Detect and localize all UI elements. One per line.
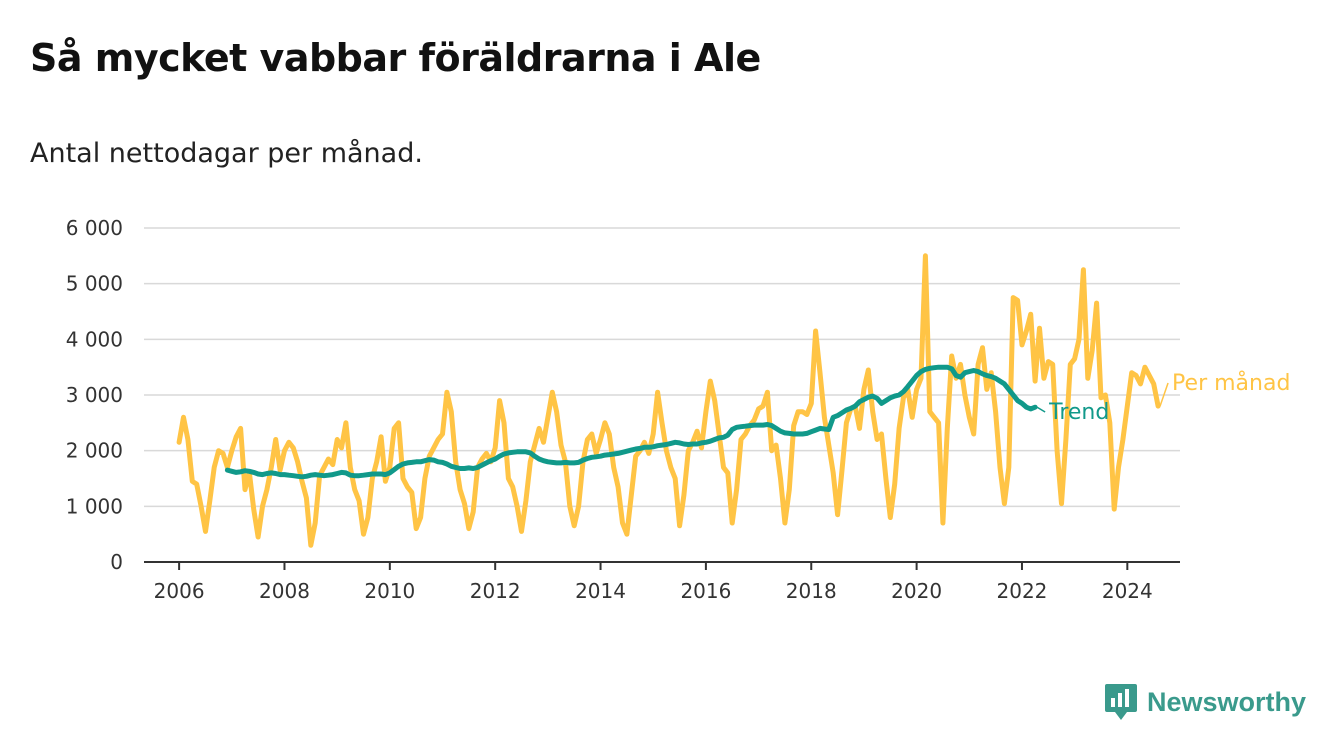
x-axis: 2006 2008 2010 2012 2014 2016 2018 2020 2022 2024: [144, 561, 1180, 603]
y-tick-labels: 0 1 000 2 000 3 000 4 000 5 000 6 000: [66, 216, 123, 574]
series-line-trend: [224, 364, 1038, 480]
series-labels: Per månad Trend: [1036, 370, 1290, 425]
page-title: Så mycket vabbar föräldrarna i Ale: [30, 36, 761, 80]
series-lines: [176, 253, 1161, 548]
y-tick-label: 0: [110, 550, 123, 574]
y-tick-label: 4 000: [66, 327, 123, 351]
x-tick-label: 2016: [680, 579, 731, 603]
y-tick-label: 6 000: [66, 216, 123, 240]
y-tick-label: 2 000: [66, 439, 123, 463]
y-tick-label: 5 000: [66, 272, 123, 296]
x-tick-label: 2006: [154, 579, 205, 603]
brand-name: Newsworthy: [1147, 686, 1307, 717]
x-tick-label: 2024: [1102, 579, 1153, 603]
series-label: Per månad: [1172, 370, 1290, 396]
series-label-leader: [1036, 406, 1046, 413]
x-tick-label: 2010: [364, 579, 415, 603]
chart-bubble-icon: [1105, 684, 1137, 720]
x-tick-label: 2018: [786, 579, 837, 603]
series-label-leader: [1159, 382, 1169, 407]
x-tick-label: 2012: [470, 579, 521, 603]
x-tick-label: 2020: [891, 579, 942, 603]
newsworthy-brand: Newsworthy: [1103, 682, 1306, 722]
x-tick-label: 2022: [997, 579, 1048, 603]
series-line-per-manad: [176, 253, 1161, 548]
y-tick-label: 3 000: [66, 383, 123, 407]
x-tick-label: 2014: [575, 579, 626, 603]
chart-subtitle: Antal nettodagar per månad.: [30, 138, 423, 169]
x-tick-label: 2008: [259, 579, 310, 603]
y-tick-label: 1 000: [66, 494, 123, 518]
series-label: Trend: [1048, 400, 1109, 425]
